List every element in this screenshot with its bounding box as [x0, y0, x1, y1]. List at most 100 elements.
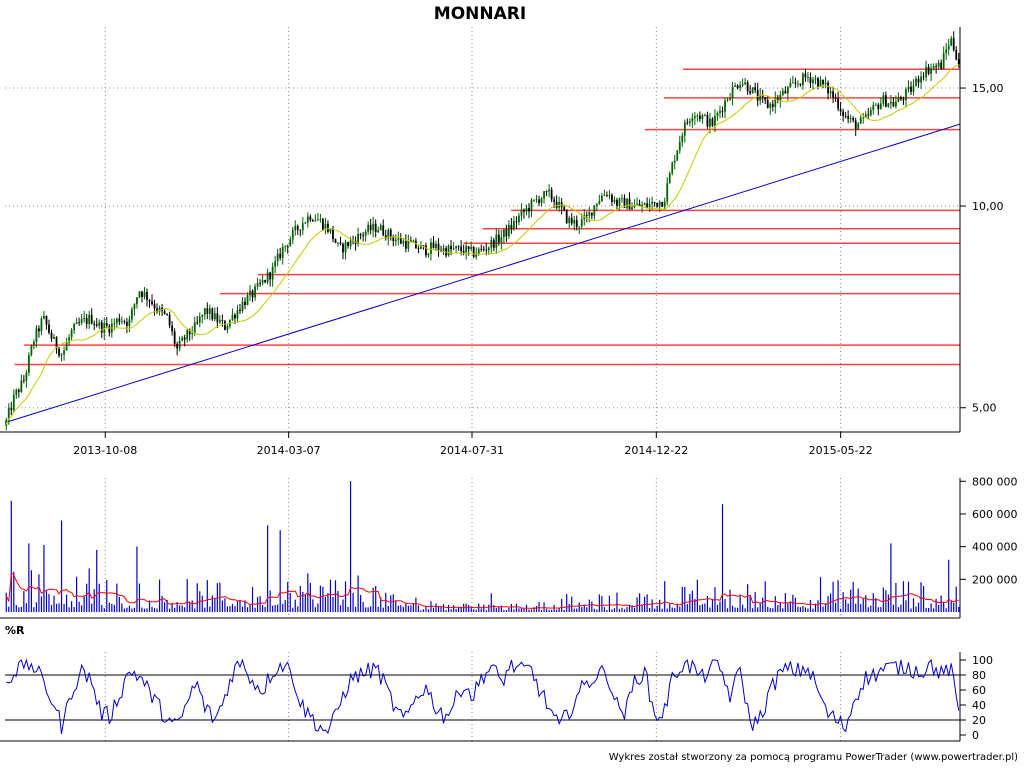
- candle-body: [216, 313, 219, 323]
- candle-body: [141, 291, 143, 297]
- candle-body: [789, 82, 792, 88]
- candle-body: [711, 118, 714, 126]
- candle-body: [849, 117, 852, 119]
- candle-body: [264, 280, 267, 283]
- candle-body: [334, 239, 337, 243]
- candle-body: [108, 325, 111, 333]
- candle: [729, 93, 731, 101]
- candle: [63, 346, 65, 361]
- candle-body: [734, 85, 736, 87]
- candle: [452, 242, 455, 251]
- candle-body: [510, 224, 513, 230]
- candle: [166, 313, 168, 316]
- candle: [148, 299, 151, 308]
- candle: [945, 42, 948, 60]
- candle-body: [65, 342, 68, 351]
- candle-body: [874, 104, 877, 106]
- candle-body: [945, 49, 948, 54]
- candle: [462, 244, 465, 256]
- candle-body: [540, 198, 543, 203]
- candle: [550, 187, 553, 203]
- candle: [50, 329, 53, 342]
- candle: [744, 78, 747, 86]
- candle-body: [570, 217, 573, 224]
- candle-body: [50, 332, 53, 339]
- footer-credit: Wykres został stworzony za pomocą progra…: [609, 752, 1018, 763]
- candle: [565, 209, 568, 225]
- candle: [58, 346, 60, 358]
- candle-body: [726, 99, 729, 101]
- candle-body: [70, 330, 73, 338]
- candle: [518, 212, 520, 226]
- candle-body: [25, 372, 28, 381]
- candle-body: [33, 342, 35, 346]
- candle-body: [201, 314, 204, 317]
- candle-body: [729, 98, 731, 100]
- candle-body: [814, 78, 817, 80]
- candle-body: [955, 49, 958, 60]
- candle: [276, 248, 279, 267]
- candle: [78, 317, 81, 326]
- candle: [786, 85, 789, 101]
- candle: [827, 80, 829, 100]
- candle: [658, 200, 661, 213]
- candle-body: [563, 207, 566, 210]
- candle: [83, 310, 86, 323]
- candle: [259, 279, 261, 287]
- candle: [548, 184, 550, 198]
- candle-body: [932, 66, 935, 69]
- candle-body: [915, 78, 917, 86]
- candle: [497, 229, 500, 246]
- candle: [774, 91, 777, 114]
- candle-body: [555, 201, 558, 208]
- candle: [573, 215, 576, 231]
- price-panel: 2013-10-08 2014-03-07 2014-07-31 2014-12-22…: [0, 27, 1004, 457]
- candle-body: [754, 87, 757, 90]
- candle-body: [299, 229, 302, 231]
- candle: [613, 196, 616, 205]
- candle-body: [947, 45, 950, 50]
- williams-r-line: [6, 658, 960, 734]
- candle: [372, 216, 375, 238]
- candle-body: [332, 228, 334, 240]
- wr-y-tick-label-0: 0: [972, 729, 979, 742]
- candle: [776, 94, 779, 104]
- candle-body: [231, 314, 234, 320]
- candle-body: [387, 229, 390, 239]
- candle: [741, 78, 744, 88]
- candle-body: [905, 89, 907, 101]
- candle-body: [741, 84, 744, 86]
- candle-body: [339, 242, 342, 244]
- candle-body: [651, 202, 654, 204]
- candle-body: [595, 203, 598, 206]
- candle-body: [799, 83, 802, 86]
- candle-body: [495, 234, 498, 248]
- moving-average-line: [5, 64, 959, 425]
- candle-body: [487, 247, 490, 251]
- candle-body: [120, 321, 123, 323]
- candle: [286, 244, 289, 254]
- candle: [322, 217, 324, 231]
- wr-y-tick-label-2: 40: [972, 699, 986, 712]
- candle: [146, 288, 148, 307]
- candle: [791, 75, 794, 84]
- candle-body: [95, 324, 98, 326]
- candle-body: [704, 114, 706, 116]
- candle: [626, 198, 628, 210]
- candle-body: [389, 229, 392, 238]
- candle: [646, 197, 649, 209]
- candle: [666, 177, 669, 206]
- candle-body: [698, 115, 701, 119]
- candle: [671, 161, 674, 176]
- candle: [608, 190, 611, 200]
- candle-body: [917, 78, 920, 83]
- candle-body: [256, 282, 259, 287]
- candle-body: [88, 314, 91, 324]
- candle-body: [832, 91, 834, 98]
- candle: [151, 294, 153, 306]
- candle: [7, 403, 10, 425]
- candle: [560, 198, 563, 215]
- candle: [226, 323, 229, 334]
- candle-body: [472, 246, 475, 257]
